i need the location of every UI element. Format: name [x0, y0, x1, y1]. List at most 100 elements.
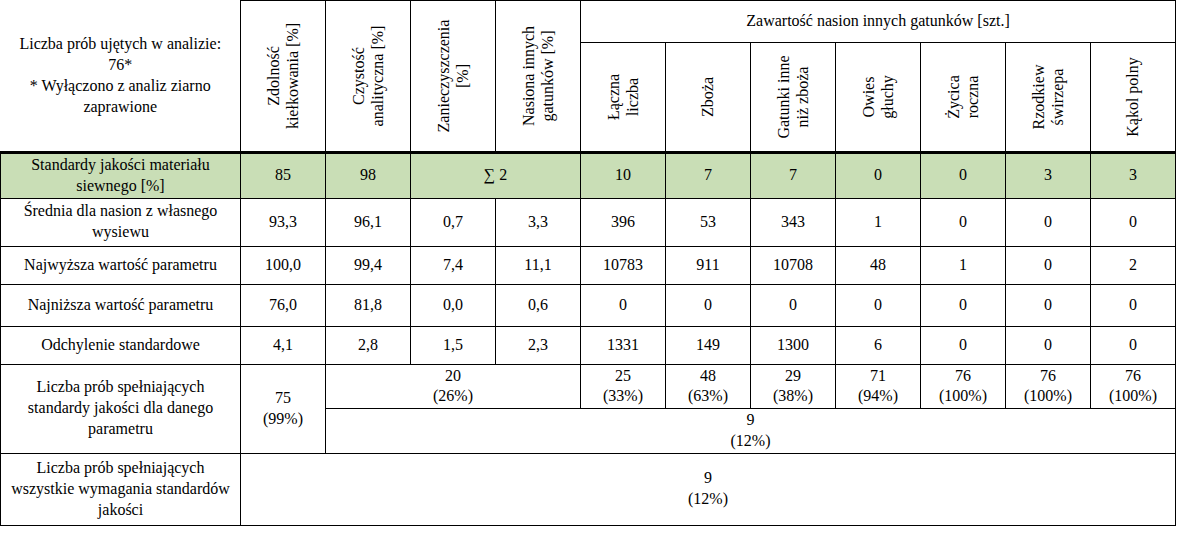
- row-label-meeting-param: Liczba prób spełniających standardy jako…: [1, 364, 241, 453]
- col-header-zanieczyszczenia-label: Zanieczyszczenia [%]: [434, 20, 472, 133]
- value-cell: 0: [921, 198, 1006, 246]
- row-label-standards: Standardy jakości materiału siewnego [%]: [1, 153, 241, 199]
- value-cell-sum: ∑ 2: [411, 153, 581, 199]
- col-header-zanieczyszczenia: Zanieczyszczenia [%]: [411, 1, 496, 153]
- row-label-mean: Średnia dla nasion z własnego wysiewu: [1, 198, 241, 246]
- value-cell: 149: [666, 326, 751, 364]
- value-cell: 76 (100%): [1091, 364, 1176, 409]
- col-header-zycica-roczna: Życica roczna: [921, 43, 1006, 153]
- col-header-owies-gluchy: Owies głuchy: [836, 43, 921, 153]
- value-cell: 2,3: [496, 326, 581, 364]
- value-cell: 3: [1091, 153, 1176, 199]
- col-header-nasiona-innych-gatunkow-label: Nasiona innych gatunków [%]: [519, 26, 557, 126]
- col-header-zboza-label: Zboża: [698, 77, 717, 117]
- value-cell: 98: [326, 153, 411, 199]
- value-cell: 0: [1091, 284, 1176, 326]
- value-cell: 0: [1006, 246, 1091, 284]
- value-cell: 1,5: [411, 326, 496, 364]
- value-cell: 10: [581, 153, 666, 199]
- col-header-czystosc-analityczna-label: Czystość analityczna [%]: [349, 26, 387, 127]
- value-cell: 7,4: [411, 246, 496, 284]
- row-meeting-all: Liczba prób spełniających wszystkie wyma…: [1, 453, 1176, 525]
- value-cell: 48 (63%): [666, 364, 751, 409]
- value-cell: 6: [836, 326, 921, 364]
- value-cell-purity-group-count: 20 (26%): [326, 364, 581, 409]
- value-cell: 0: [1091, 326, 1176, 364]
- row-min: Najniższa wartość parametru 76,0 81,8 0,…: [1, 284, 1176, 326]
- value-cell: 343: [751, 198, 836, 246]
- value-cell: 53: [666, 198, 751, 246]
- value-cell: 10708: [751, 246, 836, 284]
- row-standards: Standardy jakości materiału siewnego [%]…: [1, 153, 1176, 199]
- col-header-gatunki-inne-niz-zboza: Gatunki inne niż zboża: [751, 43, 836, 153]
- col-header-zboza: Zboża: [666, 43, 751, 153]
- value-cell-germination-count: 75 (99%): [241, 364, 326, 453]
- value-cell: 29 (38%): [751, 364, 836, 409]
- header-row-top: Liczba prób ujętych w analizie: 76* * Wy…: [1, 1, 1176, 43]
- value-cell: 0,6: [496, 284, 581, 326]
- value-cell: 2: [1091, 246, 1176, 284]
- value-cell: 1: [836, 198, 921, 246]
- value-cell: 76 (100%): [921, 364, 1006, 409]
- value-cell: 0: [666, 284, 751, 326]
- row-label-stddev: Odchylenie standardowe: [1, 326, 241, 364]
- value-cell: 0: [1006, 326, 1091, 364]
- value-cell: 0: [751, 284, 836, 326]
- col-header-rzodkiew-swirzepa-label: Rzodkiew świrzepa: [1029, 65, 1067, 130]
- value-cell: 0: [581, 284, 666, 326]
- value-cell: 85: [241, 153, 326, 199]
- value-cell: 93,3: [241, 198, 326, 246]
- col-header-gatunki-inne-niz-zboza-label: Gatunki inne niż zboża: [774, 55, 812, 138]
- value-cell: 71 (94%): [836, 364, 921, 409]
- value-cell: 7: [666, 153, 751, 199]
- value-cell: 3: [1006, 153, 1091, 199]
- seed-quality-table: Liczba prób ujętych w analizie: 76* * Wy…: [0, 0, 1176, 526]
- row-max: Najwyższa wartość parametru 100,0 99,4 7…: [1, 246, 1176, 284]
- row-label-min: Najniższa wartość parametru: [1, 284, 241, 326]
- value-cell: 11,1: [496, 246, 581, 284]
- value-cell: 0,7: [411, 198, 496, 246]
- col-header-czystosc-analityczna: Czystość analityczna [%]: [326, 1, 411, 153]
- value-cell: 7: [751, 153, 836, 199]
- value-cell: 100,0: [241, 246, 326, 284]
- col-header-zdolnosc-kielkowania-label: Zdolność kiełkowania [%]: [264, 23, 302, 129]
- value-cell: 76,0: [241, 284, 326, 326]
- col-header-owies-gluchy-label: Owies głuchy: [859, 75, 897, 119]
- value-cell-other-species-group-count: 9 (12%): [326, 409, 1176, 454]
- row-meeting-param: Liczba prób spełniających standardy jako…: [1, 364, 1176, 409]
- row-label-max: Najwyższa wartość parametru: [1, 246, 241, 284]
- value-cell: 1: [921, 246, 1006, 284]
- value-cell: 0: [921, 326, 1006, 364]
- value-cell: 396: [581, 198, 666, 246]
- col-header-kakol-polny-label: Kąkol polny: [1123, 57, 1142, 137]
- col-header-nasiona-innych-gatunkow: Nasiona innych gatunków [%]: [496, 1, 581, 153]
- value-cell: 4,1: [241, 326, 326, 364]
- value-cell: 0: [921, 153, 1006, 199]
- value-cell: 0: [836, 153, 921, 199]
- value-cell-meeting-all-count: 9 (12%): [241, 453, 1176, 525]
- value-cell: 0: [1091, 198, 1176, 246]
- value-cell: 2,8: [326, 326, 411, 364]
- value-cell: 1300: [751, 326, 836, 364]
- group-header-zawartosc-nasion: Zawartość nasion innych gatunków [szt.]: [581, 1, 1176, 43]
- row-mean: Średnia dla nasion z własnego wysiewu 93…: [1, 198, 1176, 246]
- col-header-zdolnosc-kielkowania: Zdolność kiełkowania [%]: [241, 1, 326, 153]
- value-cell: 96,1: [326, 198, 411, 246]
- value-cell: 81,8: [326, 284, 411, 326]
- value-cell: 10783: [581, 246, 666, 284]
- value-cell: 25 (33%): [581, 364, 666, 409]
- col-header-rzodkiew-swirzepa: Rzodkiew świrzepa: [1006, 43, 1091, 153]
- value-cell: 76 (100%): [1006, 364, 1091, 409]
- value-cell: 911: [666, 246, 751, 284]
- row-stddev: Odchylenie standardowe 4,1 2,8 1,5 2,3 1…: [1, 326, 1176, 364]
- value-cell: 0: [1006, 198, 1091, 246]
- col-header-laczna-liczba: Łączna liczba: [581, 43, 666, 153]
- row-label-meeting-all: Liczba prób spełniających wszystkie wyma…: [1, 453, 241, 525]
- analysis-note-cell: Liczba prób ujętych w analizie: 76* * Wy…: [1, 1, 241, 153]
- value-cell: 0: [836, 284, 921, 326]
- value-cell: 0,0: [411, 284, 496, 326]
- value-cell: 0: [1006, 284, 1091, 326]
- value-cell: 99,4: [326, 246, 411, 284]
- value-cell: 0: [921, 284, 1006, 326]
- value-cell: 3,3: [496, 198, 581, 246]
